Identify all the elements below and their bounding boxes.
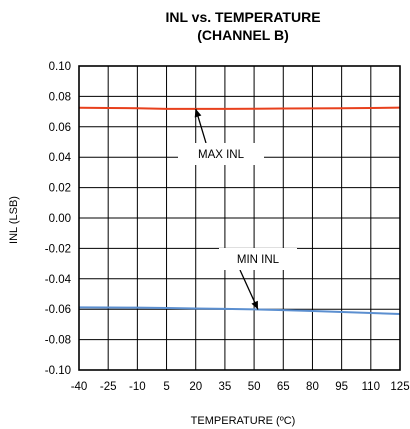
annotation-label-box	[178, 143, 264, 165]
y-tick-label: 0.02	[49, 183, 71, 195]
x-tick-label: 125	[390, 381, 409, 393]
x-axis-label: TEMPERATURE (ºC)	[191, 415, 296, 427]
y-tick-label: 0.06	[49, 122, 71, 134]
x-tick-label: 50	[248, 381, 261, 393]
series-line-min-inl	[78, 306, 401, 316]
y-tick-label: 0.00	[49, 213, 71, 225]
y-tick-label: -0.06	[45, 304, 71, 316]
y-axis-label: INL (LSB)	[8, 196, 20, 244]
y-tick-label: -0.04	[45, 274, 72, 286]
annotation-arrow-head	[251, 300, 258, 310]
chart-title: INL vs. TEMPERATURE	[165, 9, 320, 25]
series-line-max-inl	[78, 106, 401, 110]
x-tick-label: 20	[189, 381, 202, 393]
annotation-label: MIN INL	[237, 254, 280, 266]
y-tick-label: 0.08	[49, 91, 71, 103]
annotation-label-box	[219, 248, 297, 270]
x-tick-label: 95	[335, 381, 348, 393]
annotation-label: MAX INL	[198, 149, 245, 161]
x-tick-label: -25	[100, 381, 117, 393]
y-tick-label: -0.10	[45, 365, 71, 377]
x-tick-label: 5	[163, 381, 169, 393]
annotation-arrow-head	[194, 108, 202, 118]
y-tick-label: 0.10	[49, 61, 71, 73]
x-tick-label: 65	[277, 381, 290, 393]
x-tick-labels: -40 -25 -10 5 20 35 50 65 80 95 110 125	[71, 381, 410, 393]
x-tick-label: -10	[129, 381, 146, 393]
y-tick-label: 0.04	[49, 152, 72, 164]
annotations: MAX INL MIN INL	[178, 108, 297, 310]
x-tick-label: -40	[71, 381, 88, 393]
y-tick-labels: 0.10 0.08 0.06 0.04 0.02 0.00 -0.02 -0.04 -0.06 -…	[45, 61, 72, 377]
grid-lines	[79, 66, 400, 370]
y-tick-label: -0.02	[45, 243, 71, 255]
x-tick-label: 80	[306, 381, 319, 393]
data-series	[78, 106, 401, 316]
x-tick-label: 110	[362, 381, 380, 393]
x-tick-label: 35	[219, 381, 232, 393]
plot-frame	[78, 65, 401, 371]
y-tick-label: -0.08	[45, 335, 71, 347]
chart-subtitle: (CHANNEL B)	[197, 27, 289, 43]
